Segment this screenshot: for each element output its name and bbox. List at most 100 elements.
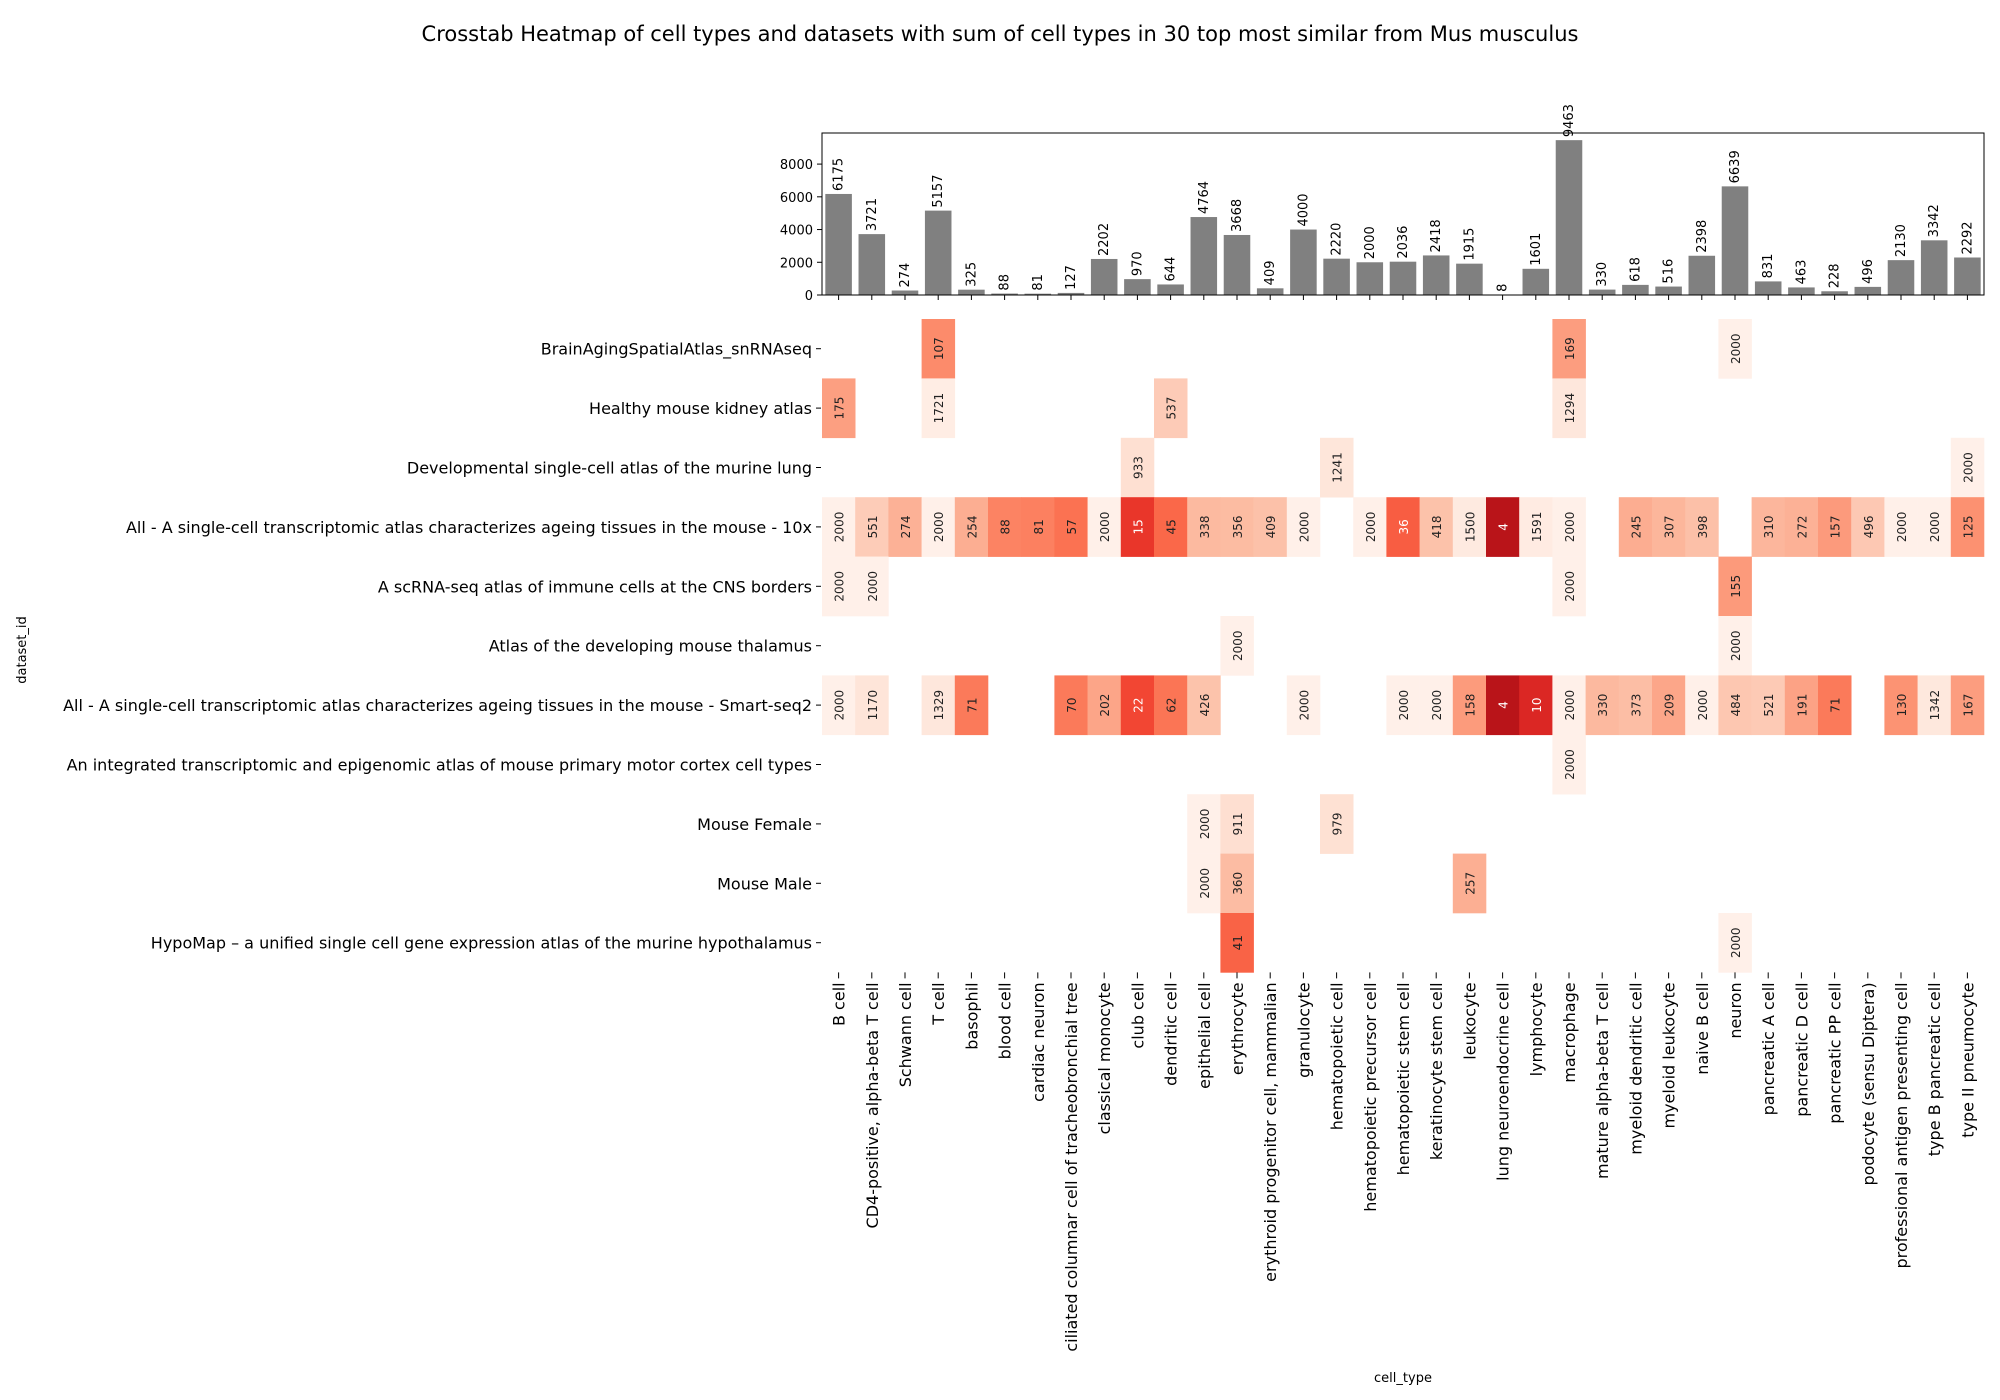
heatmap-cell-label: 496 [1862,515,1876,538]
heatmap-cell [1452,675,1487,736]
heatmap-cell-label: 191 [1795,694,1809,717]
heatmap-cell-label: 2000 [1231,630,1245,661]
heatmap-cell [1386,497,1420,557]
heatmap-cell-label: 70 [1065,697,1079,712]
y-tick-label: 6000 [780,191,813,206]
heatmap-cell [1220,616,1254,676]
cell-type-label: hematopoietic stem cell [1394,982,1413,1175]
bar-label: 2036 [1396,226,1411,259]
y-axis-label: dataset_id [15,616,30,684]
heatmap-cell-label: 307 [1663,515,1677,538]
cell-type-label: macrophage [1560,982,1579,1082]
heatmap-cell-label: 418 [1430,515,1444,538]
bar [1854,286,1882,295]
heatmap-cell [1486,675,1520,736]
bar-label: 644 [1164,257,1179,282]
bar [1754,281,1782,295]
dataset-label: HypoMap – a unified single cell gene exp… [151,934,812,953]
heatmap-cell [1818,497,1852,557]
heatmap-cell [1784,675,1819,736]
bar-label: 6175 [832,158,847,191]
heatmap-cell [1552,497,1586,557]
bar [1124,279,1151,295]
heatmap-cell [1950,497,1985,557]
heatmap-cell-label: 1294 [1563,393,1577,424]
bar-label: 4000 [1296,193,1311,226]
heatmap-panel: 107 169 2000 175 1721 537 1294 933 1241 2000 2000 5… [63,319,1985,1352]
bar-axes-frame [821,132,1985,296]
bar [924,210,952,295]
heatmap-cell [1552,675,1586,736]
heatmap-cell [1419,675,1454,736]
cell-type-label: mature alpha-beta T cell [1593,982,1612,1179]
heatmap-cell-label: 209 [1663,694,1677,717]
heatmap-cell [1652,675,1686,736]
bar-label: 970 [1130,251,1145,276]
bar-label: 2398 [1695,220,1710,253]
heatmap-cell [822,556,856,617]
dataset-label: Developmental single-cell atlas of the m… [407,459,812,478]
bar-label: 618 [1628,257,1643,282]
bar-label: 2202 [1097,223,1112,256]
bar-label: 325 [964,262,979,287]
heatmap-cell-label: 2000 [932,512,946,543]
bar [1356,262,1384,295]
heatmap-cell-label: 125 [1961,515,1975,538]
heatmap-cell-label: 2000 [1928,512,1942,543]
bar-label: 3342 [1927,204,1942,237]
heatmap-cell [1320,437,1354,498]
heatmap-cell-label: 167 [1961,694,1975,717]
heatmap-cell-label: 36 [1397,519,1411,534]
heatmap-cell [822,497,856,557]
heatmap-cell-label: 2000 [833,512,847,543]
heatmap-cell [1718,913,1752,973]
bar-label: 330 [1595,262,1610,287]
bar [1057,292,1085,295]
bar-label: 3668 [1230,199,1245,232]
heatmap-cell [1253,497,1288,557]
heatmap-cell [1220,853,1254,914]
heatmap-cell-label: 2000 [1430,690,1444,721]
cell-type-label: pancreatic PP cell [1826,982,1845,1123]
heatmap-cell [1452,853,1487,914]
heatmap-cell [1519,497,1553,557]
heatmap-cell-label: 2000 [1297,512,1311,543]
bar [1389,261,1417,295]
heatmap-cell [1054,675,1088,736]
heatmap-cell-label: 330 [1596,694,1610,717]
heatmap-cell-label: 2000 [1297,690,1311,721]
cell-type-label: leukocyte [1460,982,1479,1059]
cell-type-label: hematopoietic cell [1328,982,1347,1130]
heatmap-cell [855,556,889,617]
heatmap-cell-label: 15 [1131,519,1145,534]
dataset-label: Healthy mouse kidney atlas [589,399,812,418]
bar [1555,140,1583,295]
heatmap-cell [921,378,956,439]
heatmap-cell [855,675,889,736]
heatmap-cell [1884,497,1918,557]
heatmap-cell [1718,319,1752,379]
bar-label: 5157 [931,175,946,208]
heatmap-cell [1618,675,1653,736]
bar-label: 516 [1662,259,1677,284]
heatmap-cell-label: 245 [1629,515,1643,538]
heatmap-cell-label: 257 [1463,872,1477,895]
heatmap-cell [1154,675,1188,736]
heatmap-cell-label: 2000 [1729,630,1743,661]
heatmap-cell [1220,794,1254,854]
cell-type-label: T cell [929,982,948,1025]
heatmap-cell [1552,556,1586,617]
heatmap-cell-label: 360 [1231,872,1245,895]
bar-label: 2418 [1429,219,1444,252]
cell-type-label: cardiac neuron [1029,982,1048,1101]
cell-type-label: club cell [1128,982,1147,1048]
bar-label: 463 [1794,260,1809,285]
heatmap-cell [1286,675,1321,736]
bar-label: 2000 [1363,226,1378,259]
heatmap-cell-label: 175 [833,397,847,420]
heatmap-cell-label: 272 [1795,515,1809,538]
cell-type-label: lung neuroendocrine cell [1494,982,1513,1180]
cell-type-label: professional antigen presenting cell [1892,982,1911,1268]
heatmap-cell [1851,497,1885,557]
heatmap-cell-label: 88 [999,519,1013,534]
